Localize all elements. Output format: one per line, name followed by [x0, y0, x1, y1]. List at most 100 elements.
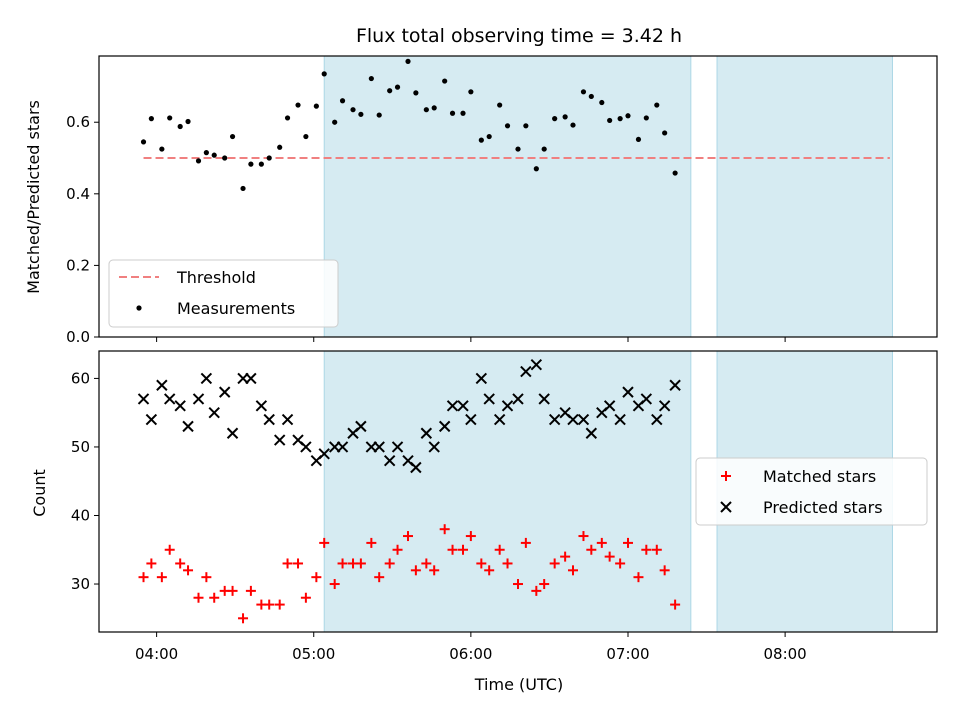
- predicted-star-point: [420, 427, 433, 439]
- matched-star-point: [549, 558, 560, 569]
- matched-star-point: [337, 558, 348, 569]
- measurement-point: [541, 146, 547, 152]
- matched-star-point: [659, 565, 670, 576]
- measurement-point: [562, 114, 568, 120]
- predicted-star-point: [156, 379, 168, 391]
- predicted-star-point: [383, 454, 396, 467]
- x-stroke: [200, 372, 213, 385]
- top-y-tick-label: 0.4: [66, 185, 90, 203]
- x-stroke: [255, 400, 268, 412]
- matched-star-point: [227, 585, 238, 596]
- measurement-point: [222, 155, 228, 161]
- x-stroke: [402, 454, 414, 467]
- x-stroke: [218, 386, 231, 398]
- measurement-point: [177, 123, 183, 130]
- predicted-star-point: [669, 379, 681, 391]
- x-stroke: [263, 413, 275, 426]
- x-stroke: [292, 434, 304, 446]
- x-stroke: [483, 393, 495, 405]
- matched-star-point: [578, 531, 589, 542]
- legend-measurement-label: Measurements: [177, 299, 295, 318]
- predicted-star-point: [218, 386, 231, 398]
- x-stroke: [137, 393, 150, 405]
- predicted-star-point: [614, 413, 626, 426]
- matched-star-point: [513, 579, 523, 590]
- matched-star-point: [410, 565, 421, 576]
- legend-matched-swatch: [721, 471, 731, 481]
- count-panel: 30 40 50 60 04:00 05:00 06:00 07:00 08:00 Matched…: [71, 350, 938, 663]
- x-stroke: [567, 413, 579, 426]
- x-stroke: [438, 420, 451, 433]
- predicted-star-point: [226, 427, 239, 439]
- predicted-star-point: [538, 393, 550, 405]
- x-stroke: [475, 372, 488, 385]
- measurement-point: [195, 158, 202, 164]
- matched-star-point: [366, 537, 377, 548]
- x-tick-label: 04:00: [135, 645, 178, 663]
- measurement-point: [625, 113, 631, 119]
- x-stroke: [577, 413, 590, 426]
- x-stroke: [658, 400, 671, 412]
- predicted-star-point: [658, 400, 671, 412]
- x-stroke: [174, 400, 186, 412]
- matched-star-point: [384, 558, 395, 569]
- bottom-legend: Matched stars Predicted stars: [695, 457, 928, 526]
- x-stroke: [318, 448, 330, 460]
- matched-star-point: [293, 558, 304, 569]
- legend-predicted-swatch: [720, 501, 732, 513]
- measurement-point: [248, 161, 254, 167]
- predicted-star-point: [603, 400, 616, 412]
- measurement-point: [185, 118, 191, 125]
- measurement-point: [387, 88, 393, 94]
- top-y-axis-label: Matched/Predicted stars: [24, 100, 43, 294]
- measurement-point: [442, 78, 448, 84]
- predicted-star-point: [373, 441, 385, 453]
- measurement-point: [405, 58, 411, 64]
- measurement-point: [148, 116, 154, 122]
- bottom-axes-frame: [98, 350, 938, 633]
- matched-star-point: [201, 572, 212, 583]
- predicted-star-point: [651, 413, 663, 426]
- x-stroke: [428, 441, 440, 453]
- x-stroke: [182, 420, 194, 433]
- matched-star-point: [439, 524, 450, 535]
- predicted-star-point: [640, 393, 653, 405]
- measurement-point: [413, 90, 419, 96]
- bottom-y-tick-label: 40: [71, 506, 90, 524]
- matched-star-point: [622, 537, 633, 548]
- x-stroke: [457, 400, 469, 412]
- measurement-point: [570, 122, 576, 128]
- matched-star-point: [183, 565, 194, 576]
- chart-title: Flux total observing time = 3.42 h: [356, 25, 682, 47]
- x-stroke: [273, 434, 286, 446]
- matched-star-point: [484, 565, 495, 576]
- matched-star-point: [300, 592, 311, 603]
- measurement-point: [607, 117, 613, 124]
- matched-star-point: [311, 572, 322, 583]
- x-stroke: [603, 400, 616, 412]
- x-stroke: [559, 406, 571, 419]
- measurement-point: [672, 170, 678, 176]
- measurement-point: [599, 99, 605, 106]
- measurement-point: [229, 133, 236, 140]
- legend-matched-label: Matched stars: [763, 467, 876, 486]
- matched-star-point: [175, 558, 186, 569]
- predicted-star-point: [391, 441, 404, 453]
- measurement-point: [376, 112, 382, 118]
- predicted-star-point: [273, 434, 286, 446]
- measurement-point: [460, 110, 466, 116]
- x-stroke: [465, 413, 477, 426]
- top-y-tick-label: 0.0: [66, 328, 90, 346]
- measurement-point: [303, 133, 309, 140]
- x-stroke: [383, 454, 396, 467]
- x-stroke: [720, 501, 732, 513]
- x-tick-label: 08:00: [763, 645, 806, 663]
- x-stroke: [156, 379, 168, 391]
- predicted-star-point: [567, 413, 579, 426]
- legend-predicted-label: Predicted stars: [763, 498, 883, 517]
- matched-star-point: [531, 585, 542, 596]
- measurement-point: [240, 185, 246, 192]
- matched-star-point: [641, 544, 652, 555]
- matched-star-point: [156, 572, 167, 583]
- x-stroke: [548, 413, 561, 426]
